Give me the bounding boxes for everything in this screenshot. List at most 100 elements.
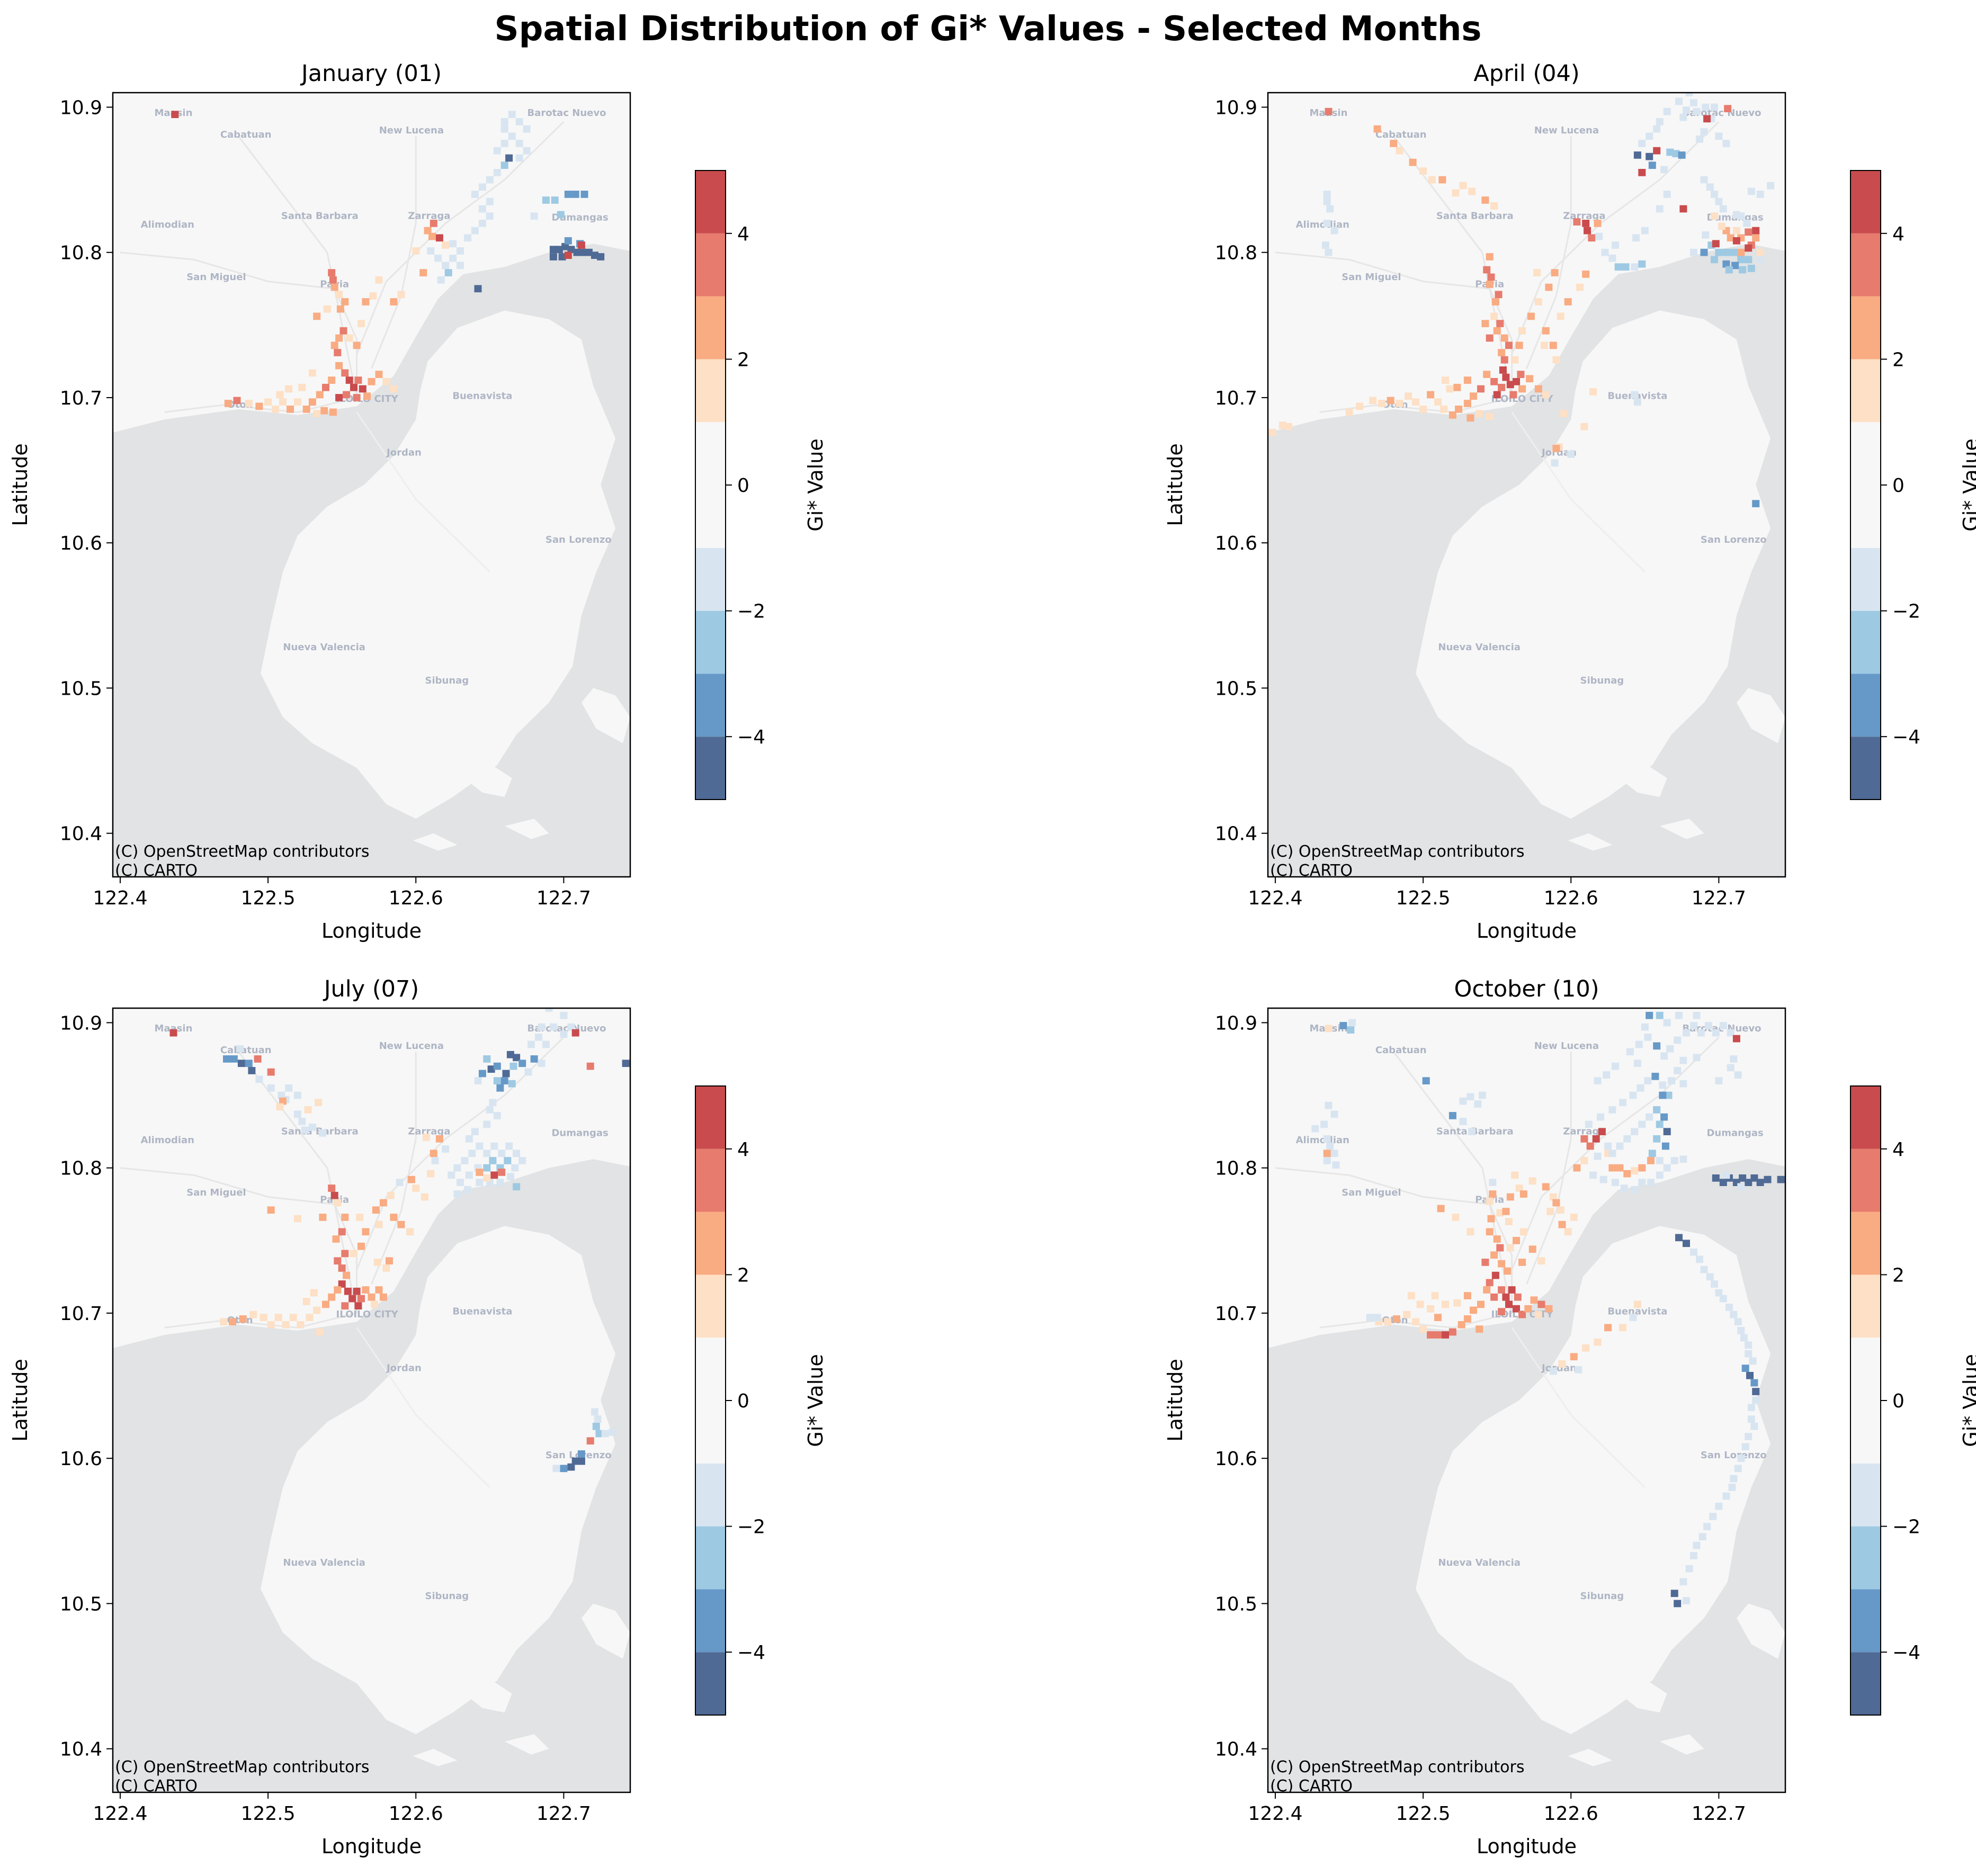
gi-cell [1592, 1135, 1600, 1143]
gi-cell [1660, 1052, 1668, 1060]
gi-cell [424, 227, 432, 235]
place-label: Nueva Valencia [283, 642, 365, 653]
gi-cell [375, 1286, 383, 1294]
gi-cell [1323, 1150, 1331, 1157]
gi-cell [1756, 248, 1764, 256]
gi-cell [500, 1077, 508, 1084]
gi-cell [169, 1029, 177, 1037]
gi-cell [1704, 1022, 1712, 1029]
gi-cell [308, 1124, 316, 1131]
gi-cell [1672, 150, 1680, 157]
y-tick-label: 10.9 [1215, 97, 1257, 119]
gi-cell [564, 252, 572, 259]
gi-cell [1656, 1011, 1664, 1019]
colorbar-bin [695, 1463, 726, 1527]
gi-cell [431, 1157, 439, 1164]
gi-cell [523, 147, 531, 155]
small-island [581, 688, 630, 743]
gi-cell [1332, 1161, 1340, 1169]
gi-cell [308, 369, 316, 377]
place-label: Sibunag [425, 1591, 469, 1602]
gi-cell [338, 1228, 346, 1236]
gi-cell [1722, 1171, 1730, 1179]
gi-cell [1598, 1128, 1606, 1135]
gi-cell [500, 118, 508, 125]
gi-cell [276, 391, 284, 399]
gi-cell [1486, 1197, 1494, 1205]
gi-cell [622, 1060, 630, 1067]
gi-cell [428, 232, 436, 240]
gi-cell [330, 342, 338, 349]
gi-cell [453, 1164, 461, 1172]
gi-cell [1541, 342, 1548, 349]
gi-cell [1679, 1155, 1687, 1163]
gi-cell [293, 1091, 301, 1099]
colorbar-tick-label: 0 [1892, 475, 1905, 497]
gi-cell [465, 1171, 473, 1179]
y-tick-label: 10.7 [1215, 388, 1257, 409]
gi-cell [493, 1062, 501, 1070]
gi-cell [1743, 220, 1751, 227]
colorbar-bin [1850, 233, 1881, 297]
gi-cell [1434, 1314, 1442, 1321]
gi-cell [293, 1110, 301, 1118]
gi-cell [1595, 232, 1603, 240]
gi-cell [1518, 327, 1526, 335]
gi-cell [1478, 1091, 1486, 1099]
gi-cell [313, 410, 321, 417]
gi-cell [1675, 1234, 1683, 1242]
place-label: ILOILO CITY [1491, 393, 1554, 405]
gi-cell [223, 1055, 230, 1063]
road-line [238, 136, 358, 398]
panel-title: July (07) [323, 976, 419, 1002]
colorbar-bin [695, 296, 726, 360]
gi-cell [315, 1099, 322, 1107]
gi-cell [1715, 1289, 1723, 1297]
gi-cell [457, 247, 464, 255]
gi-cell [453, 1190, 461, 1198]
place-label: Zarraga [408, 1126, 450, 1137]
y-axis-label: Latitude [8, 1359, 32, 1441]
gi-cell [1725, 1304, 1733, 1311]
gi-cell [1552, 356, 1560, 364]
gi-cell [1278, 421, 1286, 429]
colorbar: −4 −2 0 2 4 Gi* Value [695, 1085, 827, 1716]
gi-cell [508, 111, 516, 118]
gi-cell [1403, 1310, 1411, 1318]
gi-cell [363, 392, 371, 400]
gi-cell [1463, 1292, 1471, 1299]
gi-cell [1633, 398, 1641, 406]
place-label: Nueva Valencia [1438, 642, 1521, 653]
gi-cell [511, 1164, 519, 1172]
gi-cell [1452, 1214, 1460, 1221]
gi-cell [506, 1051, 514, 1058]
gi-cell [1715, 132, 1723, 140]
gi-cell [442, 241, 450, 249]
gi-cell [1679, 1080, 1687, 1088]
gi-cell [1732, 237, 1740, 245]
place-label: Santa Barbara [281, 211, 359, 222]
gi-cell [1750, 1379, 1758, 1387]
gi-cell [1620, 1184, 1628, 1192]
gi-cell [1588, 234, 1596, 242]
place-label: San Lorenzo [546, 534, 612, 545]
gi-cell [1537, 1257, 1545, 1265]
gi-cell [1502, 373, 1510, 381]
gi-cell [359, 385, 366, 393]
gi-cell [1542, 327, 1550, 335]
gi-cell [468, 1150, 476, 1157]
gi-cell [362, 298, 370, 306]
colorbar-bin [1850, 1338, 1881, 1464]
small-island [460, 764, 512, 797]
colorbar-tick-label: −4 [737, 1642, 765, 1664]
gi-cell [407, 1175, 415, 1183]
small-island [581, 1603, 630, 1659]
gi-cell [375, 276, 383, 284]
gi-cell [1638, 260, 1646, 268]
place-label: New Lucena [379, 1040, 444, 1052]
gi-cell [506, 1173, 514, 1180]
gi-cell [427, 247, 435, 255]
gi-cell [1608, 1150, 1616, 1157]
